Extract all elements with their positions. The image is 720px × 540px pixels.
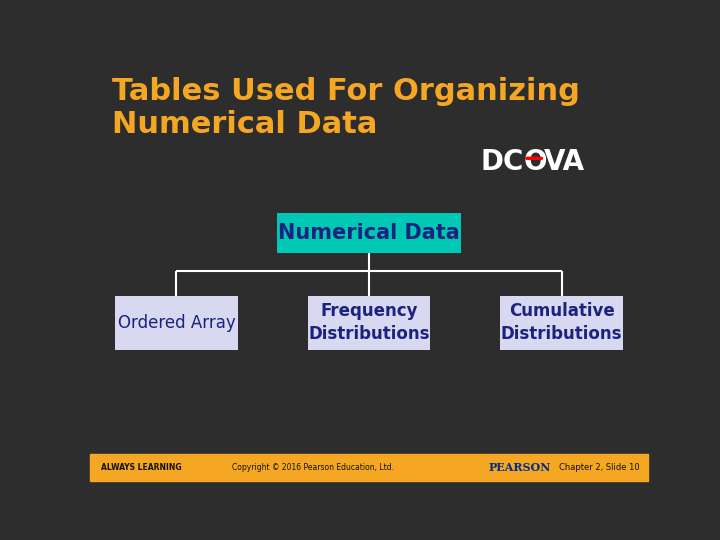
- Text: Ordered Array: Ordered Array: [117, 314, 235, 332]
- Text: Cumulative
Distributions: Cumulative Distributions: [501, 302, 622, 343]
- Text: VA: VA: [544, 148, 585, 176]
- Bar: [90, 454, 648, 481]
- Text: Tables Used For Organizing
Numerical Data: Tables Used For Organizing Numerical Dat…: [112, 77, 580, 139]
- Text: Frequency
Distributions: Frequency Distributions: [308, 302, 430, 343]
- Text: Chapter 2, Slide 10: Chapter 2, Slide 10: [559, 463, 639, 471]
- FancyBboxPatch shape: [115, 295, 238, 349]
- FancyBboxPatch shape: [307, 295, 431, 349]
- FancyBboxPatch shape: [500, 295, 623, 349]
- Text: Copyright © 2016 Pearson Education, Ltd.: Copyright © 2016 Pearson Education, Ltd.: [233, 463, 395, 471]
- Text: PEARSON: PEARSON: [489, 462, 552, 472]
- Text: O: O: [523, 148, 547, 176]
- Text: Numerical Data: Numerical Data: [278, 223, 460, 243]
- Text: DC: DC: [481, 148, 524, 176]
- Text: ALWAYS LEARNING: ALWAYS LEARNING: [101, 463, 181, 471]
- FancyBboxPatch shape: [277, 213, 461, 253]
